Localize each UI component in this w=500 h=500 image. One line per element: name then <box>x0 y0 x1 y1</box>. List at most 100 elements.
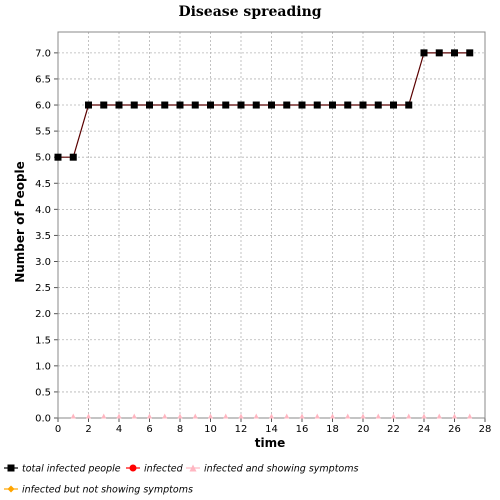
legend: total infected people infected infected an… <box>4 464 358 496</box>
series-0-point <box>344 101 352 109</box>
series-0-point <box>298 101 306 109</box>
y-tick-label: 0.0 <box>35 414 51 425</box>
series-0-point <box>161 101 169 109</box>
y-tick-label: 2.0 <box>35 309 51 320</box>
legend-item: infected and showing symptoms <box>186 464 358 475</box>
series-0-point <box>359 101 367 109</box>
series-2-point <box>314 413 320 419</box>
series-0-point <box>420 49 428 57</box>
legend-item: infected <box>126 464 184 475</box>
series-0-point <box>69 153 77 161</box>
series-0-point <box>313 101 321 109</box>
x-tick-label: 26 <box>448 424 461 435</box>
series-2-point <box>360 413 366 419</box>
y-tick-label: 4.5 <box>35 179 51 190</box>
series-0-point <box>390 101 397 109</box>
x-axis-label: time <box>255 436 286 450</box>
x-tick-label: 14 <box>265 424 278 435</box>
legend-label: infected and showing symptoms <box>204 464 358 475</box>
series-2-point <box>375 413 381 419</box>
x-tick-label: 8 <box>177 424 183 435</box>
series-2-point <box>116 413 122 419</box>
y-tick-label: 6.5 <box>35 74 51 85</box>
series-0-point <box>329 101 336 109</box>
x-tick-label: 20 <box>357 424 370 435</box>
series-2-point <box>101 413 107 419</box>
series-2-point <box>162 413 168 419</box>
series-2-point <box>391 413 396 419</box>
series-0-point <box>283 101 291 109</box>
y-tick-label: 0.5 <box>35 387 51 398</box>
x-tick-label: 10 <box>204 424 217 435</box>
x-tick-label: 12 <box>235 424 248 435</box>
series-2-point <box>345 413 351 419</box>
y-tick-label: 1.5 <box>35 335 51 346</box>
y-tick-label: 6.0 <box>35 101 51 112</box>
series-2-point <box>330 413 335 419</box>
series-2-point <box>223 413 229 419</box>
series-0-point <box>374 101 382 109</box>
series-0-point <box>237 101 245 109</box>
legend-swatch-marker <box>189 464 197 472</box>
x-tick-label: 2 <box>85 424 91 435</box>
series-0-point <box>252 101 260 109</box>
series-0-point <box>100 101 108 109</box>
x-tick-label: 6 <box>146 424 152 435</box>
series-0-point <box>451 49 458 57</box>
series-0-line <box>58 52 470 158</box>
series-0-point <box>176 101 184 109</box>
series-2-point <box>208 413 213 419</box>
series-2-point <box>406 413 412 419</box>
series-2-point <box>452 413 457 419</box>
series-0-point <box>268 101 275 109</box>
series-2-point <box>421 413 427 419</box>
series-2-point <box>284 413 290 419</box>
series-2-point <box>192 413 198 419</box>
series-2-point <box>238 413 244 419</box>
legend-label: infected but not showing symptoms <box>22 485 193 496</box>
legend-label: infected <box>144 464 184 475</box>
series-0-point <box>54 153 62 161</box>
series-2-point <box>467 413 473 419</box>
series-0-point <box>435 49 443 57</box>
series-0-point <box>207 101 214 109</box>
y-tick-label: 5.5 <box>35 127 51 138</box>
y-tick-label: 5.0 <box>35 153 51 164</box>
series-0-point <box>466 49 474 57</box>
x-tick-label: 16 <box>296 424 309 435</box>
y-tick-label: 2.5 <box>35 283 51 294</box>
x-tick-label: 22 <box>387 424 400 435</box>
series-2-point <box>299 413 305 419</box>
series-2-point <box>269 413 274 419</box>
legend-item: infected but not showing symptoms <box>4 485 193 496</box>
series-2-point <box>86 413 91 419</box>
series-2-point <box>177 413 183 419</box>
series-2-point <box>147 413 152 419</box>
x-tick-label: 18 <box>326 424 339 435</box>
series-2-point <box>70 413 76 419</box>
series-0-point <box>115 101 123 109</box>
legend-label: total infected people <box>22 464 121 475</box>
series-0-point <box>222 101 230 109</box>
legend-item: total infected people <box>4 464 121 475</box>
series-2-point <box>131 413 137 419</box>
series-2-point <box>436 413 442 419</box>
chart-title: Disease spreading <box>178 4 321 20</box>
y-tick-label: 1.0 <box>35 361 51 372</box>
series-0-point <box>191 101 199 109</box>
y-tick-label: 4.0 <box>35 205 51 216</box>
y-axis-label: Number of People <box>13 161 27 283</box>
x-tick-label: 4 <box>116 424 122 435</box>
series-0-point <box>130 101 138 109</box>
series-2-point <box>253 413 259 419</box>
x-tick-label: 24 <box>418 424 431 435</box>
series-0-point <box>405 101 413 109</box>
y-tick-label: 3.5 <box>35 231 51 242</box>
series-0-point <box>85 101 92 109</box>
y-tick-label: 7.0 <box>35 48 51 59</box>
legend-swatch-marker <box>7 485 15 493</box>
x-tick-label: 0 <box>55 424 61 435</box>
legend-swatch-marker <box>129 464 137 472</box>
x-tick-label: 28 <box>479 424 492 435</box>
